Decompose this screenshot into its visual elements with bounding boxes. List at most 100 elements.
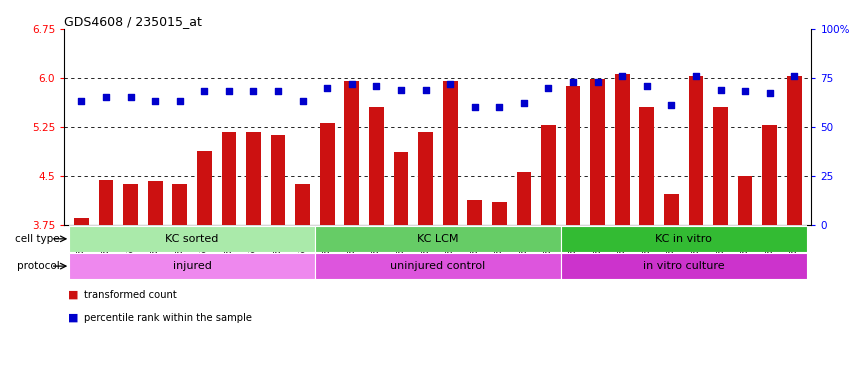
- Point: [370, 83, 383, 89]
- Bar: [467, 200, 482, 225]
- Text: injured: injured: [173, 261, 211, 271]
- Bar: [118, 225, 143, 251]
- Point: [591, 79, 604, 85]
- Point: [566, 79, 580, 85]
- Text: KC sorted: KC sorted: [165, 234, 219, 244]
- Point: [419, 86, 432, 93]
- Point: [296, 98, 310, 104]
- Bar: [364, 225, 389, 251]
- Bar: [93, 225, 118, 251]
- Bar: [241, 225, 265, 251]
- Bar: [664, 194, 679, 225]
- Bar: [172, 184, 187, 225]
- Bar: [69, 225, 93, 251]
- Point: [320, 84, 334, 91]
- Bar: [659, 225, 684, 251]
- Bar: [566, 86, 580, 225]
- Bar: [192, 225, 217, 251]
- Bar: [369, 107, 383, 225]
- Bar: [295, 184, 310, 225]
- Bar: [168, 225, 192, 251]
- Text: GDS4608 / 235015_at: GDS4608 / 235015_at: [64, 15, 202, 28]
- Bar: [634, 225, 659, 251]
- Point: [198, 88, 211, 94]
- Point: [542, 84, 556, 91]
- Bar: [586, 225, 610, 251]
- Point: [222, 88, 235, 94]
- Bar: [123, 184, 138, 225]
- Bar: [247, 132, 261, 225]
- Bar: [561, 226, 806, 252]
- Bar: [389, 225, 413, 251]
- Point: [148, 98, 162, 104]
- Text: uninjured control: uninjured control: [390, 261, 485, 271]
- Bar: [315, 226, 561, 252]
- Bar: [290, 225, 315, 251]
- Bar: [516, 172, 532, 225]
- Bar: [512, 225, 536, 251]
- Point: [664, 102, 678, 108]
- Bar: [143, 225, 168, 251]
- Point: [517, 100, 531, 106]
- Bar: [763, 126, 777, 225]
- Bar: [541, 126, 556, 225]
- Bar: [197, 151, 211, 225]
- Text: ■: ■: [68, 290, 79, 300]
- Point: [443, 81, 457, 87]
- Bar: [320, 124, 335, 225]
- Point: [345, 81, 359, 87]
- Text: KC in vitro: KC in vitro: [655, 234, 712, 244]
- Text: ■: ■: [68, 313, 79, 323]
- Bar: [413, 225, 437, 251]
- Bar: [738, 176, 752, 225]
- Bar: [639, 107, 654, 225]
- Bar: [610, 225, 634, 251]
- Text: cell type: cell type: [15, 234, 60, 244]
- Bar: [74, 218, 89, 225]
- Point: [124, 94, 138, 101]
- Bar: [591, 79, 605, 225]
- Bar: [615, 74, 629, 225]
- Bar: [782, 225, 806, 251]
- Point: [714, 86, 728, 93]
- Bar: [758, 225, 782, 251]
- Point: [615, 73, 629, 79]
- Point: [74, 98, 88, 104]
- Bar: [536, 225, 561, 251]
- Bar: [787, 76, 802, 225]
- Point: [788, 73, 801, 79]
- Bar: [217, 225, 241, 251]
- Bar: [561, 253, 806, 279]
- Point: [640, 83, 654, 89]
- Bar: [222, 132, 236, 225]
- Bar: [487, 225, 512, 251]
- Point: [689, 73, 703, 79]
- Point: [99, 94, 113, 101]
- Bar: [270, 135, 285, 225]
- Point: [738, 88, 752, 94]
- Bar: [688, 76, 704, 225]
- Text: protocol: protocol: [17, 261, 60, 271]
- Bar: [98, 180, 113, 225]
- Point: [394, 86, 407, 93]
- Bar: [69, 226, 315, 252]
- Text: in vitro culture: in vitro culture: [643, 261, 724, 271]
- Point: [247, 88, 260, 94]
- Text: transformed count: transformed count: [84, 290, 176, 300]
- Bar: [684, 225, 708, 251]
- Point: [763, 90, 776, 96]
- Bar: [419, 132, 433, 225]
- Bar: [265, 225, 290, 251]
- Text: percentile rank within the sample: percentile rank within the sample: [84, 313, 252, 323]
- Bar: [315, 225, 340, 251]
- Text: KC LCM: KC LCM: [417, 234, 459, 244]
- Point: [492, 104, 506, 110]
- Bar: [733, 225, 758, 251]
- Bar: [394, 152, 408, 225]
- Point: [271, 88, 285, 94]
- Bar: [148, 181, 163, 225]
- Bar: [561, 225, 586, 251]
- Bar: [492, 202, 507, 225]
- Bar: [443, 81, 457, 225]
- Point: [468, 104, 482, 110]
